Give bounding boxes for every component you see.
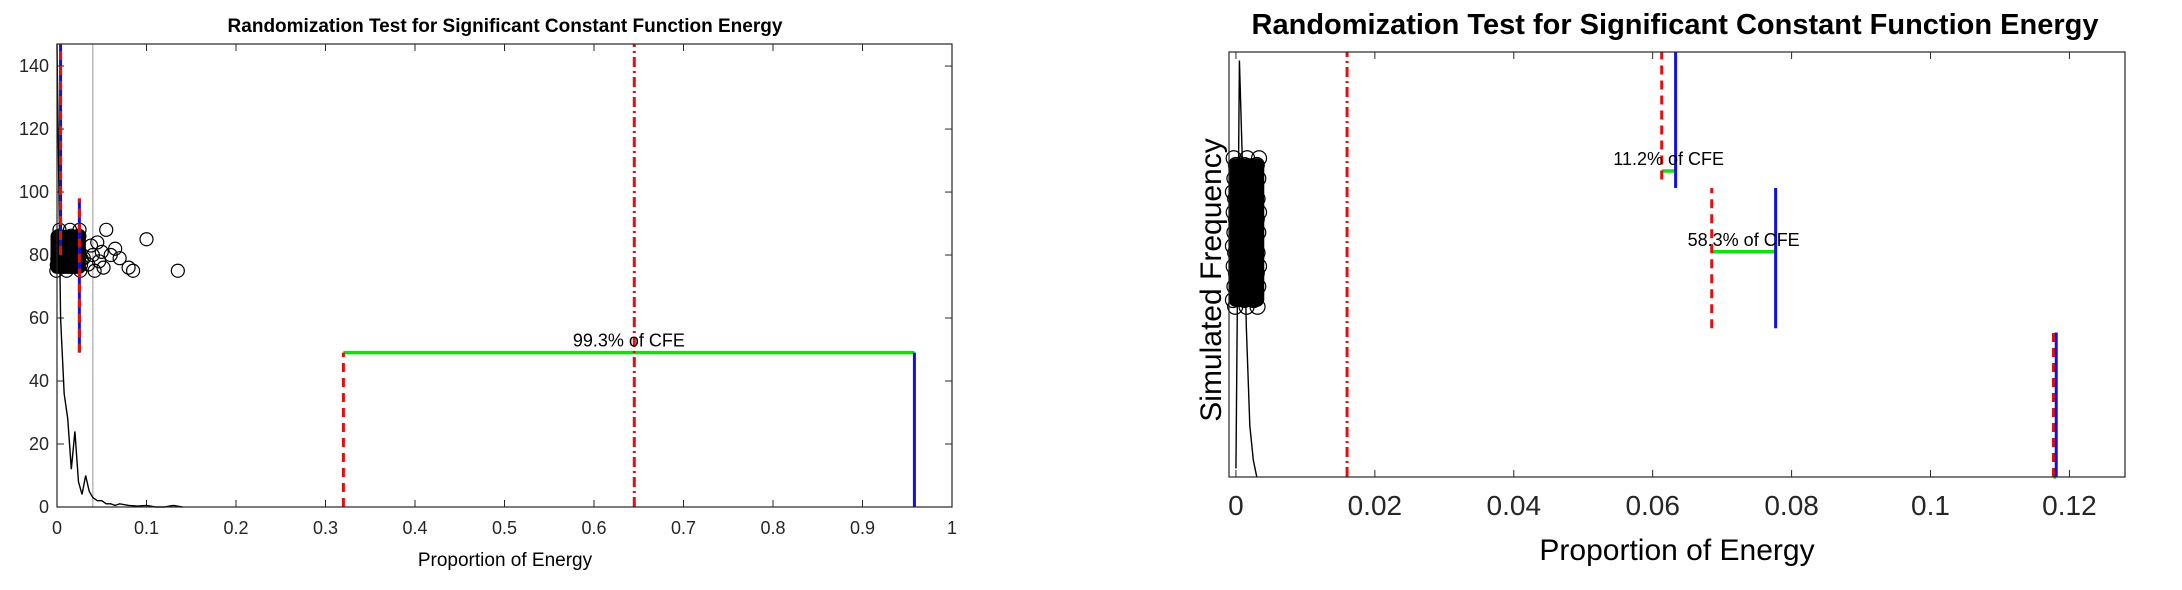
- x-tick-label: 0.3: [313, 518, 338, 538]
- scatter-point: [121, 260, 136, 275]
- scatter-point: [1249, 298, 1266, 315]
- left-x-axis-label: Proportion of Energy: [418, 550, 593, 571]
- scatter-point: [83, 238, 99, 253]
- x-tick-label: 0.12: [2042, 490, 2097, 521]
- range-label: 11.2% of CFE: [1613, 149, 1724, 169]
- y-tick-label: 0: [39, 497, 49, 517]
- scatter-point: [96, 260, 111, 275]
- x-tick-label: 0.4: [402, 518, 427, 538]
- x-tick-label: 0.04: [1487, 490, 1542, 521]
- x-tick-label: 0.7: [671, 518, 696, 538]
- range-label: 99.3% of CFE: [573, 331, 685, 351]
- scatter-point: [1224, 291, 1242, 309]
- x-tick-label: 0.6: [581, 518, 606, 538]
- x-tick-label: 0.2: [223, 518, 248, 538]
- scatter-point: [1226, 278, 1243, 295]
- x-tick-label: 0.02: [1348, 490, 1403, 521]
- left-scatter: [49, 222, 185, 278]
- histogram-line: [56, 43, 183, 508]
- x-tick-label: 0.1: [1911, 490, 1950, 521]
- scatter-point: [94, 244, 109, 259]
- scatter-point: [108, 241, 123, 256]
- x-tick-label: 0.08: [1764, 490, 1819, 521]
- right-plot-frame: [1228, 51, 2126, 478]
- range-label: 58.3% of CFE: [1688, 230, 1800, 250]
- scatter-point: [112, 251, 127, 266]
- x-tick-label: 0: [1228, 490, 1244, 521]
- scatter-point: [1227, 190, 1244, 207]
- y-tick-label: 60: [29, 308, 49, 328]
- scatter-point: [125, 263, 141, 278]
- scatter-point: [139, 232, 154, 247]
- x-tick-label: 0.1: [134, 518, 159, 538]
- y-tick-label: 120: [19, 119, 49, 139]
- right-marker-lines: 11.2% of CFE 58.3% of CFE: [1345, 52, 2058, 479]
- left-histogram: [56, 43, 183, 508]
- left-plot-frame: [56, 43, 953, 508]
- scatter-point: [87, 263, 102, 278]
- right-axes: 0 0.02 0.04 0.06 0.08 0.1 0.12: [1228, 52, 2097, 521]
- histogram-line: [1235, 60, 1258, 478]
- right-scatter: [1224, 150, 1268, 315]
- x-tick-label: 0.8: [760, 518, 785, 538]
- left-axes: 0 0.1 0.2 0.3 0.4 0.5 0.6 0.7 0.8 0.9 1 0 20 40 60 80 10…: [19, 44, 957, 538]
- x-tick-label: 0.5: [492, 518, 517, 538]
- left-marker-lines: 99.3% of CFE: [59, 44, 916, 507]
- x-tick-label: 0.06: [1625, 490, 1680, 521]
- left-chart-title: Randomization Test for Significant Const…: [228, 16, 783, 37]
- right-y-axis-label: Simulated Frequency: [1195, 138, 1228, 421]
- right-chart-title: Randomization Test for Significant Const…: [1252, 9, 2099, 41]
- scatter-point: [1237, 251, 1254, 268]
- scatter-point: [1239, 285, 1256, 302]
- scatter-point: [61, 246, 76, 261]
- scatter-point: [99, 222, 114, 237]
- y-tick-label: 20: [29, 434, 49, 454]
- right-chart: Randomization Test for Significant Const…: [1195, 9, 2126, 567]
- scatter-point: [1227, 298, 1244, 315]
- y-tick-label: 80: [29, 245, 49, 265]
- left-chart: Randomization Test for Significant Const…: [19, 16, 957, 571]
- scatter-point: [170, 263, 185, 278]
- y-tick-label: 100: [19, 182, 49, 202]
- scatter-point: [49, 263, 64, 278]
- right-x-axis-label: Proportion of Energy: [1539, 534, 1814, 567]
- y-tick-label: 140: [19, 56, 49, 76]
- scatter-point: [90, 235, 105, 250]
- x-tick-label: 0: [52, 518, 62, 538]
- y-tick-label: 40: [29, 371, 49, 391]
- scatter-point: [1226, 224, 1243, 241]
- scatter-point: [1248, 210, 1265, 228]
- x-tick-label: 1: [947, 518, 957, 538]
- scatter-point: [1238, 298, 1255, 315]
- scatter-point: [50, 246, 65, 261]
- x-tick-label: 0.9: [850, 518, 875, 538]
- right-histogram: [1235, 60, 1258, 478]
- scatter-point: [51, 240, 66, 255]
- scatter-point: [73, 257, 89, 273]
- scatter-point: [59, 263, 74, 278]
